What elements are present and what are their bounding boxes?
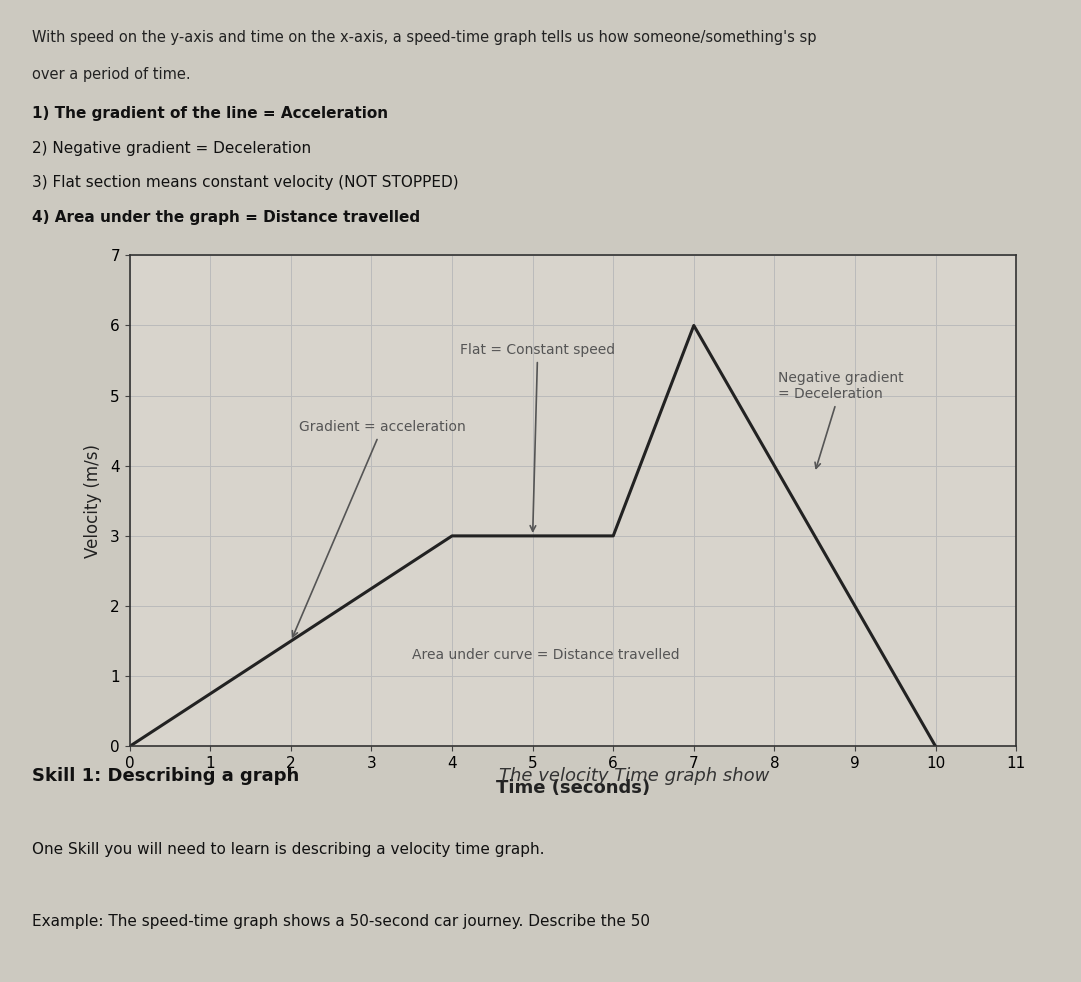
- Text: Gradient = acceleration: Gradient = acceleration: [292, 420, 466, 637]
- Text: One Skill you will need to learn is describing a velocity time graph.: One Skill you will need to learn is desc…: [32, 842, 545, 857]
- X-axis label: Time (seconds): Time (seconds): [496, 780, 650, 797]
- Text: Negative gradient
= Deceleration: Negative gradient = Deceleration: [778, 371, 904, 468]
- Text: 4) Area under the graph = Distance travelled: 4) Area under the graph = Distance trave…: [32, 210, 421, 225]
- Text: Area under curve = Distance travelled: Area under curve = Distance travelled: [412, 648, 679, 662]
- Text: The velocity Time graph show: The velocity Time graph show: [499, 768, 770, 786]
- Text: Example: The speed-time graph shows a 50-second car journey. Describe the 50: Example: The speed-time graph shows a 50…: [32, 914, 651, 929]
- Text: 2) Negative gradient = Deceleration: 2) Negative gradient = Deceleration: [32, 140, 311, 155]
- Text: over a period of time.: over a period of time.: [32, 67, 191, 82]
- Text: 3) Flat section means constant velocity (NOT STOPPED): 3) Flat section means constant velocity …: [32, 175, 459, 191]
- Text: With speed on the y-axis and time on the x-axis, a speed-time graph tells us how: With speed on the y-axis and time on the…: [32, 30, 817, 45]
- Text: Flat = Constant speed: Flat = Constant speed: [461, 343, 615, 531]
- Y-axis label: Velocity (m/s): Velocity (m/s): [84, 444, 102, 558]
- Text: Skill 1: Describing a graph: Skill 1: Describing a graph: [32, 768, 299, 786]
- Text: 1) The gradient of the line = Acceleration: 1) The gradient of the line = Accelerati…: [32, 106, 388, 121]
